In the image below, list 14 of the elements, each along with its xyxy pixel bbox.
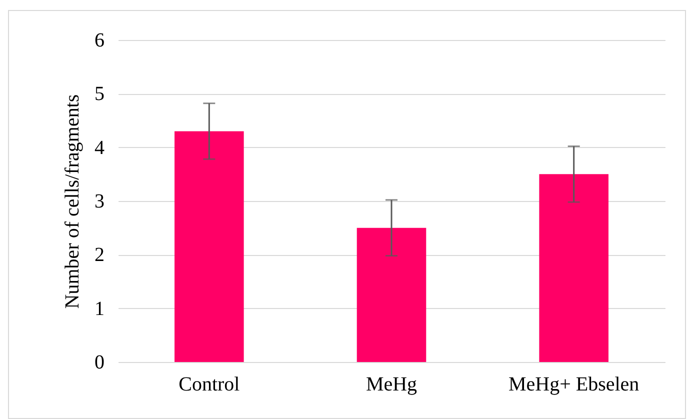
y-tick-label: 1: [94, 298, 104, 320]
bar: [539, 174, 608, 362]
y-tick-label: 3: [94, 190, 104, 212]
y-tick-label: 2: [94, 244, 104, 266]
x-tick-label: MeHg: [366, 374, 418, 396]
bar: [356, 228, 426, 362]
y-tick-label: 0: [94, 352, 104, 374]
y-tick-label: 6: [94, 30, 104, 52]
y-axis-title: Number of cells/fragments: [62, 94, 84, 309]
bar: [174, 131, 244, 362]
y-tick-label: 4: [94, 136, 104, 159]
x-tick-label: MeHg+ Ebselen: [508, 374, 640, 396]
y-tick-label: 5: [94, 83, 104, 106]
x-tick-label: Control: [178, 374, 240, 396]
